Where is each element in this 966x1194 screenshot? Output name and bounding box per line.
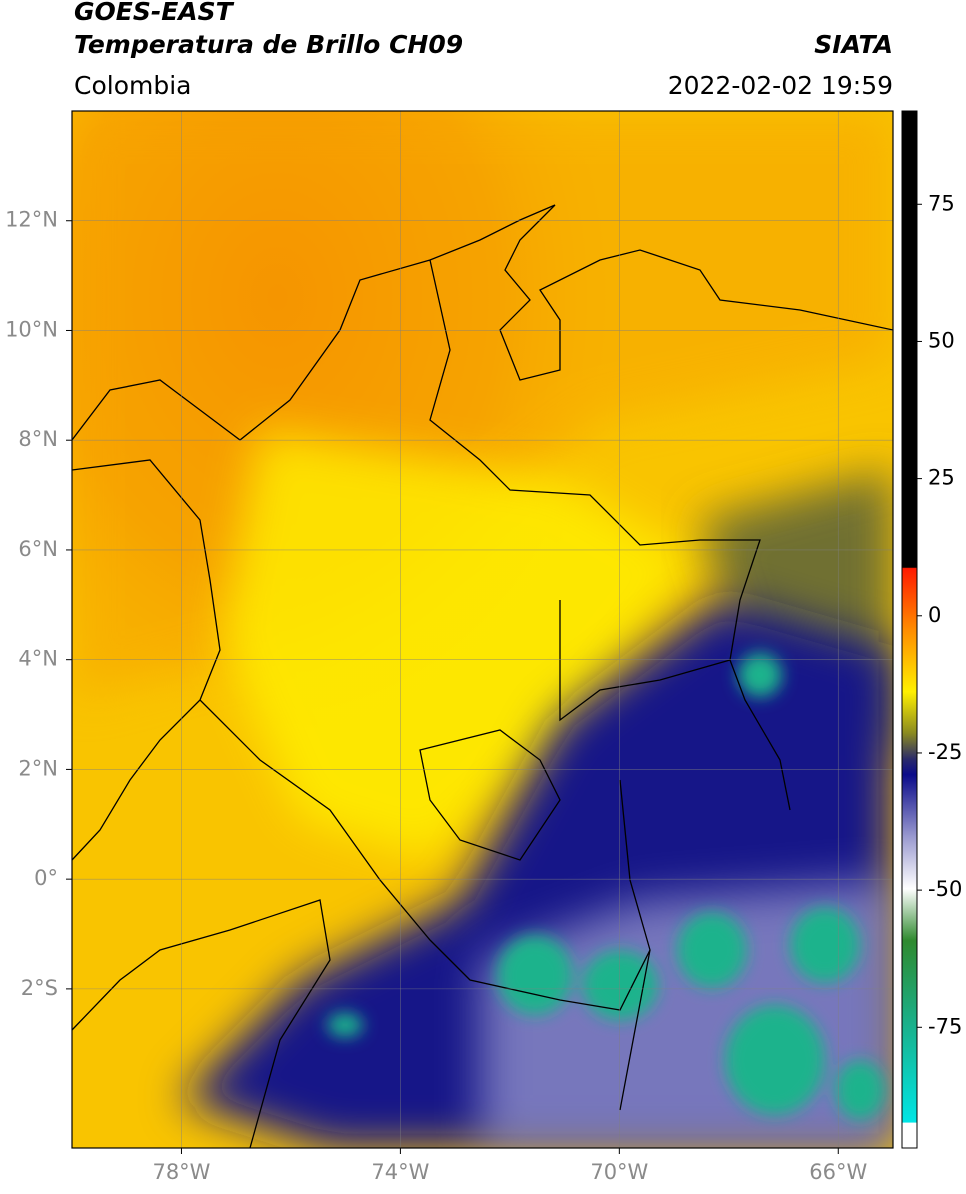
lat-tick-label: 4°N — [18, 647, 58, 671]
colorbar-tick-label: 0 — [928, 603, 941, 627]
colorbar-tick-label: -25 — [928, 740, 962, 764]
lat-tick-label: 2°S — [21, 976, 58, 1000]
colorbar-tick-label: -50 — [928, 877, 962, 901]
lon-tick-label: 70°W — [590, 1160, 648, 1184]
lat-tick-label: 8°N — [18, 427, 58, 451]
imagery — [72, 111, 893, 1148]
datetime: 2022-02-02 19:59 — [668, 71, 893, 100]
lat-tick-label: 10°N — [5, 317, 58, 341]
colorbar-tick-label: 50 — [928, 328, 955, 352]
product: Temperatura de Brillo CH09 — [74, 30, 463, 59]
source: SIATA — [814, 30, 893, 59]
map-frame — [71, 110, 894, 1149]
lon-tick-label: 74°W — [371, 1160, 429, 1184]
colorbar — [901, 110, 918, 1149]
colorbar-tick-label: -75 — [928, 1014, 962, 1038]
colorbar-tick-label: 75 — [928, 191, 955, 215]
colorbar-tick-label: 25 — [928, 466, 955, 490]
lat-tick-label: 6°N — [18, 537, 58, 561]
grid — [72, 111, 893, 1148]
satellite: GOES-EAST — [74, 0, 235, 26]
lon-tick-label: 66°W — [809, 1160, 867, 1184]
borders — [72, 204, 893, 1148]
lat-tick-label: 0° — [34, 866, 58, 890]
lat-tick-label: 2°N — [18, 756, 58, 780]
lon-tick-label: 78°W — [152, 1160, 210, 1184]
lat-tick-label: 12°N — [5, 208, 58, 232]
region: Colombia — [74, 71, 191, 100]
